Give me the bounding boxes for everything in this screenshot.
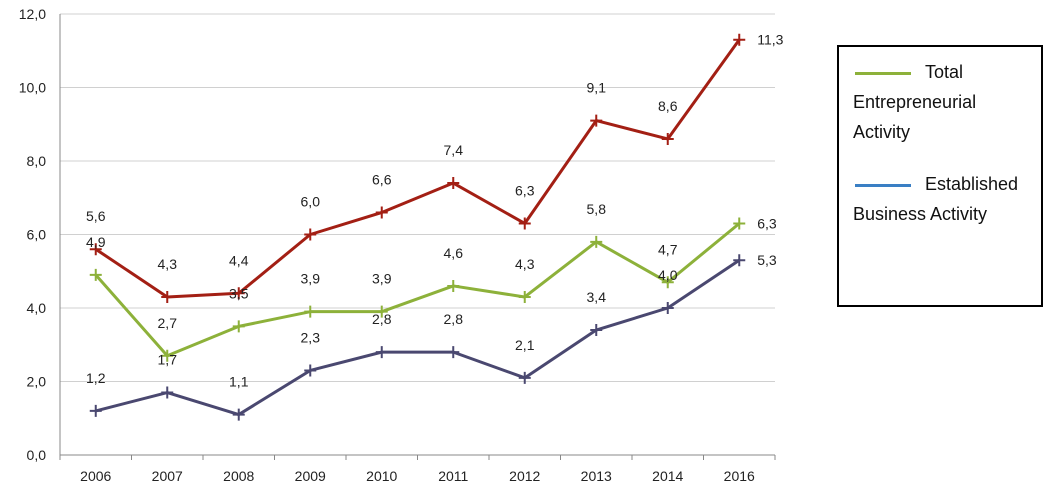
data-label: 4,9 <box>86 234 106 250</box>
y-tick-label: 4,0 <box>27 300 47 316</box>
series-line-0 <box>94 38 741 299</box>
data-label: 2,1 <box>515 337 535 353</box>
data-point-marker <box>518 371 531 384</box>
data-point-marker <box>232 408 245 421</box>
data-point-marker <box>661 132 674 145</box>
data-label: 3,5 <box>229 285 249 301</box>
y-tick-label: 10,0 <box>19 80 46 96</box>
data-point-marker <box>447 279 460 292</box>
legend-swatch-green <box>855 71 911 75</box>
x-tick-label: 2013 <box>581 468 612 484</box>
x-tick-label: 2011 <box>438 468 468 484</box>
y-tick-label: 6,0 <box>27 227 47 243</box>
x-tick-label: 2014 <box>652 468 683 484</box>
data-point-marker <box>733 33 746 46</box>
y-tick-label: 2,0 <box>27 374 47 390</box>
data-label: 5,8 <box>587 201 607 217</box>
y-tick-label: 0,0 <box>27 447 47 463</box>
data-label: 6,6 <box>372 171 392 187</box>
data-label: 3,9 <box>372 271 392 287</box>
legend-label: Total Entrepreneurial Activity <box>853 62 977 142</box>
data-label: 4,4 <box>229 252 249 268</box>
series-line-2 <box>95 258 741 417</box>
x-tick-label: 2012 <box>509 468 540 484</box>
data-point-marker <box>590 324 603 337</box>
x-tick-label: 2007 <box>152 468 183 484</box>
data-point-marker <box>304 305 317 318</box>
x-tick-label: 2009 <box>295 468 326 484</box>
data-point-marker <box>232 320 245 333</box>
line-chart: 0,0 2,0 4,0 6,0 8,0 10,0 12,0 2006 2007 2008 2009 2… <box>19 6 784 484</box>
legend-swatch-blue <box>855 183 911 187</box>
data-label: 2,7 <box>158 315 178 331</box>
data-point-marker <box>304 364 317 377</box>
data-label: 4,7 <box>658 241 678 257</box>
data-label: 3,4 <box>587 289 607 305</box>
data-label: 6,3 <box>515 182 535 198</box>
data-label: 1,2 <box>86 370 106 386</box>
data-point-marker <box>304 228 317 241</box>
data-label: 7,4 <box>444 142 464 158</box>
data-point-marker <box>661 302 674 314</box>
data-point-marker <box>375 206 388 219</box>
data-point-marker <box>89 243 102 256</box>
data-point-marker <box>232 287 245 300</box>
data-point-marker <box>89 404 102 417</box>
data-point-marker <box>375 346 388 359</box>
legend-entry-established-business-activity: Established Business Activity <box>853 169 1033 229</box>
data-point-marker <box>161 349 174 362</box>
legend: Total Entrepreneurial Activity Establish… <box>837 45 1043 307</box>
data-label: 1,1 <box>229 374 249 390</box>
legend-label: Established Business Activity <box>853 174 1019 224</box>
data-point-marker <box>447 177 460 190</box>
data-label: 11,3 <box>757 32 783 48</box>
data-point-marker <box>518 290 531 303</box>
data-point-marker <box>518 217 531 230</box>
x-tick-label: 2010 <box>366 468 397 484</box>
data-label: 8,6 <box>658 98 678 114</box>
data-point-marker <box>590 114 603 127</box>
data-point-marker <box>733 217 746 230</box>
x-tick-label: 2008 <box>223 468 254 484</box>
data-point-marker <box>733 254 746 267</box>
data-label: 3,9 <box>301 271 321 287</box>
data-label: 6,0 <box>301 194 321 210</box>
y-tick-label: 8,0 <box>27 153 47 169</box>
data-point-marker <box>375 305 388 318</box>
y-tick-label: 12,0 <box>19 6 46 22</box>
x-tick-label: 2016 <box>724 468 755 484</box>
data-label: 4,6 <box>444 245 464 261</box>
data-point-marker <box>89 268 102 281</box>
data-label: 5,3 <box>757 252 777 268</box>
data-point-marker <box>161 386 174 399</box>
data-label: 6,3 <box>757 215 777 231</box>
legend-entry-total-entrepreneurial-activity: Total Entrepreneurial Activity <box>853 57 1033 147</box>
data-label: 2,8 <box>444 311 464 327</box>
data-label: 4,0 <box>658 267 678 283</box>
data-point-marker <box>161 290 174 303</box>
data-label: 4,3 <box>515 256 535 272</box>
series-line-1 <box>94 222 741 358</box>
data-label: 1,7 <box>158 352 178 368</box>
data-label: 2,8 <box>372 311 392 327</box>
data-label: 4,3 <box>158 256 178 272</box>
data-point-marker <box>590 235 603 248</box>
data-point-marker <box>661 276 674 289</box>
x-tick-label: 2006 <box>80 468 111 484</box>
data-label: 5,6 <box>86 208 106 224</box>
data-label: 2,3 <box>301 329 321 345</box>
data-point-marker <box>447 346 460 359</box>
data-label: 9,1 <box>587 80 607 96</box>
